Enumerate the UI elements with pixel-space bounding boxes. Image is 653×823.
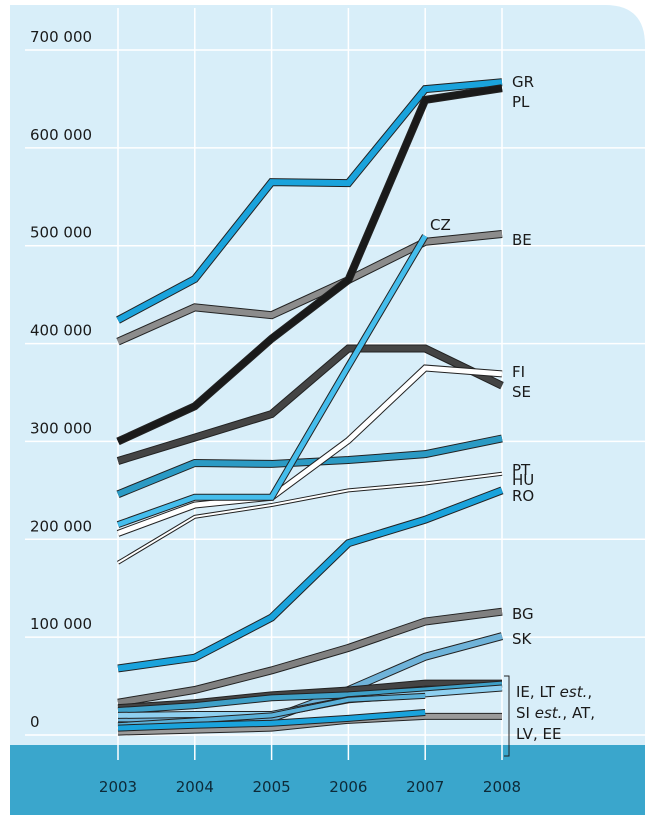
group-label-part: SI [516, 704, 535, 722]
bracket [504, 675, 510, 757]
y-tick-label: 100 000 [30, 615, 92, 633]
group-label: LV, EE [516, 725, 561, 743]
series-label: RO [512, 487, 534, 505]
series-label: GR [512, 73, 534, 91]
series-label: CZ [430, 216, 451, 234]
group-label-part: est. [560, 683, 588, 701]
line [117, 345, 504, 464]
group-label-part: , [587, 683, 592, 701]
y-tick-label: 500 000 [30, 224, 92, 242]
series-label: PL [512, 93, 530, 111]
x-tick-label: 2008 [483, 778, 521, 796]
line [117, 608, 503, 706]
line [117, 487, 504, 672]
line [116, 435, 503, 498]
line [117, 234, 428, 527]
group-label-part: est. [535, 704, 563, 722]
x-tick-label: 2005 [253, 778, 291, 796]
series-label: FI [512, 363, 525, 381]
line [117, 693, 426, 728]
line [117, 472, 503, 564]
line [117, 681, 503, 714]
group-label-part: , AT, [562, 704, 595, 722]
group-label-part: LV, EE [516, 725, 561, 743]
series-label: HU [512, 471, 534, 489]
y-tick-label: 400 000 [30, 322, 92, 340]
line [117, 365, 503, 536]
line [117, 710, 426, 731]
group-label: IE, LT est., [516, 683, 592, 701]
group-label: SI est., AT, [516, 704, 595, 722]
series-label: BG [512, 605, 534, 623]
x-tick-label: 2006 [329, 778, 367, 796]
y-tick-label: 0 [30, 713, 40, 731]
lines [116, 78, 504, 736]
line [116, 79, 503, 323]
grid [25, 8, 645, 760]
line [116, 230, 503, 345]
series-label: BE [512, 231, 532, 249]
series-label: PT [512, 461, 531, 479]
x-tick-label: 2007 [406, 778, 444, 796]
line [116, 85, 503, 445]
series-label: SK [512, 630, 533, 648]
x-tick-label: 2003 [99, 778, 137, 796]
labels: 0 100 000 200 000 300 000 400 000 500 000 600 … [30, 28, 595, 796]
x-band [10, 745, 645, 815]
y-tick-label: 600 000 [30, 126, 92, 144]
y-tick-label: 700 000 [30, 28, 92, 46]
y-tick-label: 200 000 [30, 517, 92, 535]
y-tick-label: 300 000 [30, 419, 92, 437]
series-label: SE [512, 383, 531, 401]
group-label-part: IE, LT [516, 683, 560, 701]
x-tick-label: 2004 [176, 778, 214, 796]
